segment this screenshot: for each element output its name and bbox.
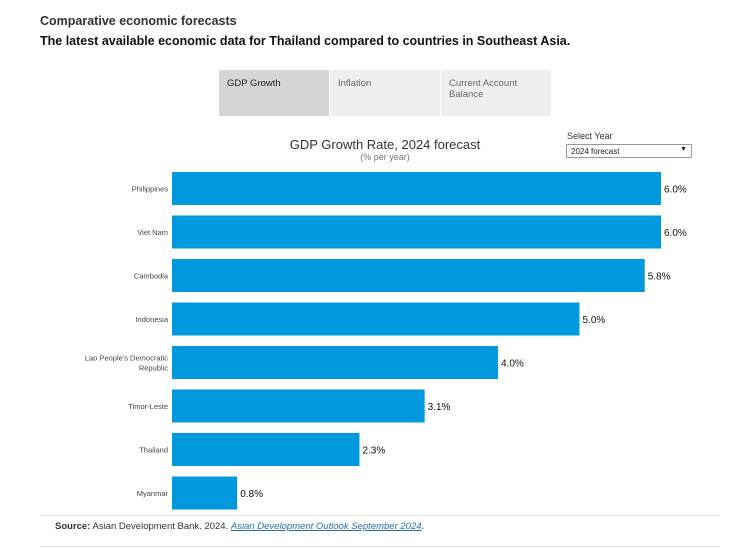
category-label-timor-leste: Timor-Leste — [128, 402, 168, 411]
category-label-viet-nam: Viet Nam — [137, 228, 168, 237]
value-label-lao-people-s-democratic-republic: 4.0% — [501, 359, 524, 370]
tab-inflation[interactable]: Inflation — [329, 70, 440, 116]
source-suffix: . — [421, 521, 425, 532]
bar-myanmar[interactable] — [172, 476, 238, 510]
bar-thailand[interactable] — [172, 433, 360, 466]
category-label-myanmar: Myanmar — [137, 489, 169, 498]
category-label-lao-people-s-democratic-republic: Lao People's Democratic Republic — [85, 354, 168, 373]
bar-viet-nam[interactable] — [172, 215, 661, 249]
value-label-thailand: 2.3% — [362, 446, 385, 457]
value-label-viet-nam: 6.0% — [664, 228, 687, 239]
value-label-myanmar: 0.8% — [240, 489, 263, 500]
value-label-cambodia: 5.8% — [648, 272, 671, 283]
divider-bottom — [40, 546, 720, 547]
value-label-indonesia: 5.0% — [583, 315, 606, 326]
bar-indonesia[interactable] — [172, 302, 580, 336]
divider — [40, 515, 720, 516]
page-subheading: The latest available economic data for T… — [40, 34, 571, 48]
select-year-label: Select Year — [567, 131, 613, 141]
chevron-down-icon: ▼ — [680, 146, 687, 153]
bar-philippines[interactable] — [172, 172, 661, 205]
bar-lao-people-s-democratic-republic[interactable] — [172, 346, 498, 379]
tab-gdp-growth[interactable]: GDP Growth — [219, 70, 329, 116]
category-label-philippines: Philippines — [132, 185, 169, 194]
year-select-value: 2024 forecast — [571, 146, 620, 156]
bar-cambodia[interactable] — [172, 259, 645, 292]
category-label-indonesia: Indonesia — [135, 315, 168, 324]
value-label-timor-leste: 3.1% — [428, 402, 451, 413]
category-label-cambodia: Cambodia — [134, 272, 169, 281]
source-text: Asian Development Bank. 2024. — [92, 521, 229, 532]
chart-subtitle: (% per year) — [360, 152, 410, 162]
category-label-thailand: Thailand — [139, 446, 168, 455]
tab-current-account-balance[interactable]: Current Account Balance — [440, 70, 551, 116]
chart-title: GDP Growth Rate, 2024 forecast — [289, 137, 481, 152]
source-link[interactable]: Asian Development Outlook September 2024 — [230, 521, 422, 532]
value-label-philippines: 6.0% — [664, 185, 687, 196]
source-label: Source: — [55, 521, 91, 532]
year-select[interactable]: 2024 forecast ▼ — [566, 144, 692, 158]
bar-timor-leste[interactable] — [172, 389, 425, 423]
indicator-tabs: GDP Growth Inflation Current Account Bal… — [219, 70, 551, 116]
source-note: Source: Asian Development Bank. 2024. As… — [55, 521, 424, 532]
page-heading: Comparative economic forecasts — [40, 14, 237, 28]
